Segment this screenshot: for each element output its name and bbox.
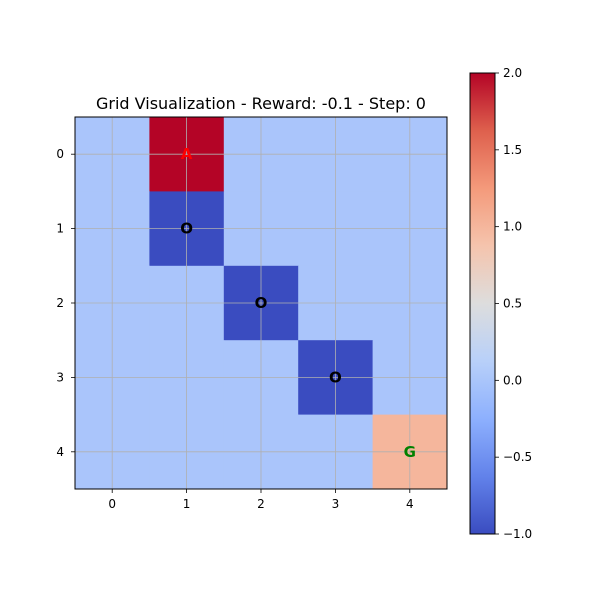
cell-annotations: A O O O G [180,145,416,461]
colorbar-tick-label-5: −0.5 [503,450,532,464]
y-tick-label-0: 0 [56,147,64,161]
x-tick-label-4: 4 [406,497,414,511]
x-tick-label-0: 0 [108,497,116,511]
annotation-2-2: O [255,294,268,312]
y-axis-ticks: 0 1 2 3 4 [56,147,75,459]
chart-title: Grid Visualization - Reward: -0.1 - Step… [96,94,426,113]
x-tick-label-3: 3 [332,497,340,511]
x-tick-label-1: 1 [183,497,191,511]
colorbar [469,72,496,535]
gridlines [75,117,447,489]
colorbar-tick-label-4: 0.0 [503,373,522,387]
colorbar-tick-label-0: 2.0 [503,66,522,80]
annotation-3-3: O [329,368,342,386]
colorbar-tick-label-1: 1.5 [503,143,522,157]
annotation-4-4: G [404,443,416,461]
annotation-1-1: O [180,220,193,238]
colorbar-tick-label-2: 1.0 [503,220,522,234]
y-tick-label-1: 1 [56,222,64,236]
colorbar-ticks: 2.0 1.5 1.0 0.5 0.0 −0.5 −1.0 [495,66,532,541]
colorbar-tick-label-6: −1.0 [503,527,532,541]
y-tick-label-2: 2 [56,296,64,310]
y-tick-label-3: 3 [56,370,64,384]
annotation-0-1: A [181,145,193,163]
y-tick-label-4: 4 [56,445,64,459]
x-axis-ticks: 0 1 2 3 4 [108,489,414,511]
colorbar-tick-label-3: 0.5 [503,297,522,311]
x-tick-label-2: 2 [257,497,265,511]
